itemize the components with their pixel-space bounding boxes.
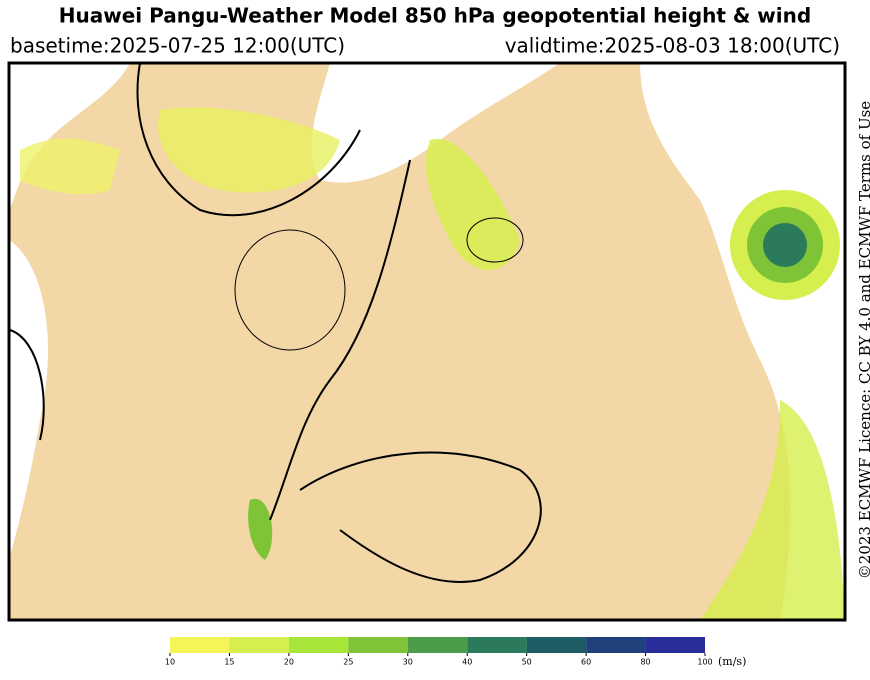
- colorbar-tick-label: 60: [581, 658, 591, 667]
- colorbar-tick-label: 30: [403, 658, 413, 667]
- colorbar-unit: (m/s): [718, 655, 746, 668]
- title: Huawei Pangu-Weather Model 850 hPa geopo…: [59, 4, 811, 28]
- colorbar-tick-label: 10: [165, 658, 175, 667]
- colorbar: 10 15 20 25 30 40 50 60 80 100: [165, 637, 713, 667]
- colorbar-tick-label: 80: [640, 658, 650, 667]
- colorbar-tick-label: 25: [343, 658, 353, 667]
- colorbar-segment: [467, 637, 527, 653]
- colorbar-segment: [348, 637, 408, 653]
- colorbar-tick-label: 15: [224, 658, 234, 667]
- colorbar-tick-label: 40: [462, 658, 472, 667]
- license: ©2023 ECMWF Licence: CC BY 4.0 and ECMWF…: [856, 101, 870, 580]
- colorbar-segment: [526, 637, 587, 653]
- colorbar-segment: [645, 637, 705, 653]
- colorbar-tick-label: 50: [522, 658, 532, 667]
- colorbar-tick-label: 20: [284, 658, 294, 667]
- colorbar-segment: [229, 637, 289, 653]
- colorbar-segment: [288, 637, 349, 653]
- colorbar-segment: [170, 637, 230, 653]
- validtime: validtime:2025-08-03 18:00(UTC): [505, 34, 840, 58]
- map: [7, 61, 847, 622]
- colorbar-segment: [407, 637, 468, 653]
- colorbar-segment: [586, 637, 646, 653]
- colorbar-tick-label: 100: [697, 658, 712, 667]
- basetime: basetime:2025-07-25 12:00(UTC): [10, 34, 345, 58]
